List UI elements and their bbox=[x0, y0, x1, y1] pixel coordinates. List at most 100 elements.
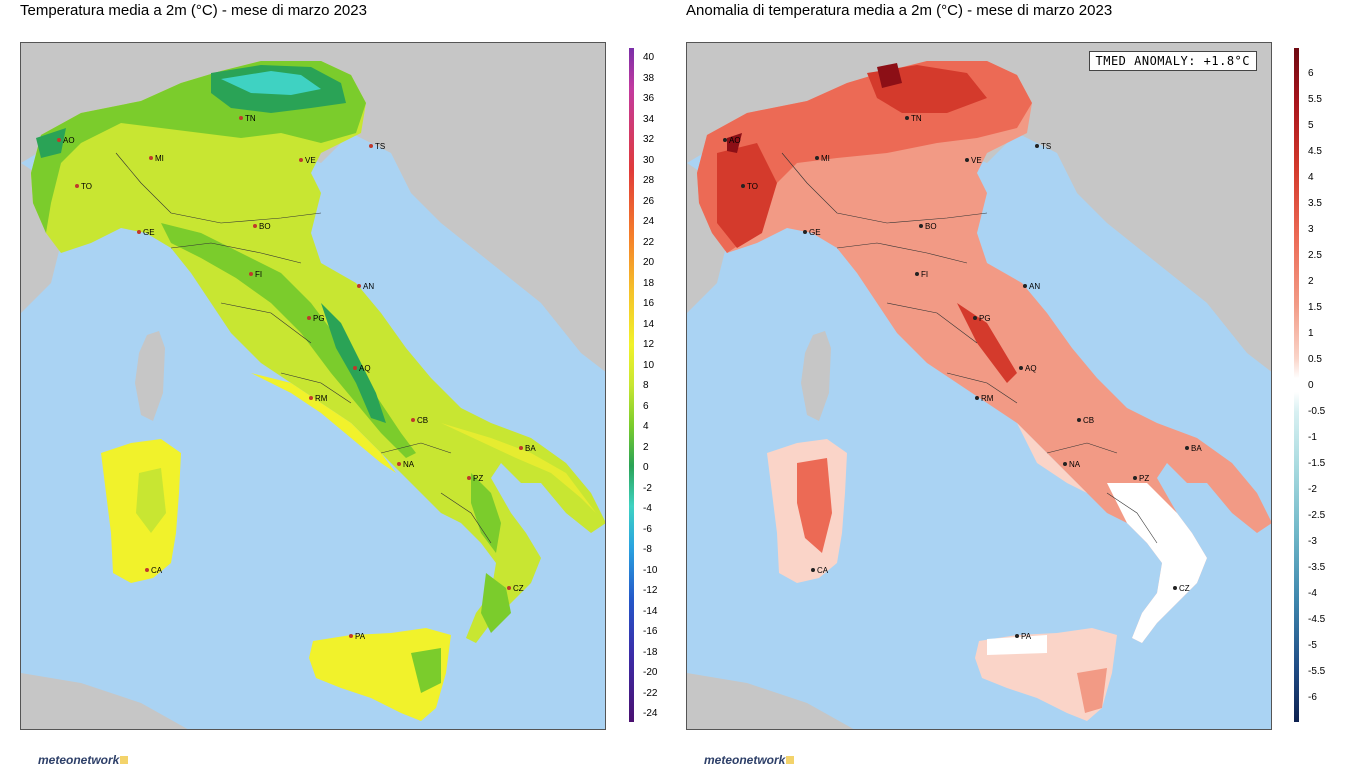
city-label: PG bbox=[307, 315, 325, 323]
colorbar-tick-label: -18 bbox=[643, 646, 658, 658]
colorbar-tick-label: 4 bbox=[1308, 172, 1314, 183]
city-label: BA bbox=[1185, 445, 1202, 453]
colorbar-tick-label: -24 bbox=[643, 708, 658, 719]
city-label: NA bbox=[1063, 461, 1080, 469]
city-label: FI bbox=[915, 271, 928, 279]
colorbar-tick-label: 4 bbox=[643, 421, 649, 432]
colorbar-tick-label: -3 bbox=[1308, 536, 1317, 547]
city-label: PZ bbox=[467, 475, 483, 483]
colorbar-tick-label: 12 bbox=[643, 339, 655, 350]
city-label: TO bbox=[75, 183, 92, 191]
colorbar-tick-label: 5.5 bbox=[1308, 94, 1322, 105]
colorbar-tick-label: 6 bbox=[643, 400, 649, 412]
city-label: BO bbox=[919, 223, 937, 231]
city-label: RM bbox=[309, 395, 327, 403]
colorbar-tick-label: 10 bbox=[643, 359, 655, 371]
city-label: BO bbox=[253, 223, 271, 231]
city-label: CZ bbox=[507, 585, 524, 593]
city-label: FI bbox=[249, 271, 262, 279]
colorbar-tick-label: 16 bbox=[643, 298, 655, 309]
temperature-map-panel: Temperatura media a 2m (°C) - mese di ma… bbox=[0, 0, 670, 770]
city-label: CA bbox=[145, 567, 162, 575]
city-label: CB bbox=[411, 417, 428, 425]
city-label: VE bbox=[299, 157, 316, 165]
colorbar-tick-label: 5 bbox=[1308, 120, 1314, 131]
colorbar-tick-label: -3.5 bbox=[1308, 562, 1326, 573]
colorbar-tick-label: -4.5 bbox=[1308, 614, 1326, 625]
colorbar-tick-label: -4 bbox=[643, 503, 652, 514]
colorbar-tick-label: 2 bbox=[643, 441, 649, 453]
colorbar-tick-label: -10 bbox=[643, 564, 658, 576]
colorbar-tick-label: 32 bbox=[643, 134, 655, 145]
temperature-map: AO TN TS MI VE TO GE BO FI AN PG AQ RM C… bbox=[20, 42, 606, 730]
colorbar-tick-label: -5.5 bbox=[1308, 666, 1326, 677]
colorbar-tick-label: 0 bbox=[1308, 380, 1314, 391]
colorbar-tick-label: -16 bbox=[643, 626, 658, 637]
city-label: PZ bbox=[1133, 475, 1149, 483]
colorbar-tick-label: 6 bbox=[1308, 68, 1314, 79]
colorbar-tick-label: 36 bbox=[643, 93, 655, 104]
colorbar-tick-label: 2 bbox=[1308, 276, 1314, 287]
colorbar-tick-label: 3 bbox=[1308, 224, 1314, 235]
colorbar-tick-label: 2.5 bbox=[1308, 250, 1322, 261]
colorbar-tick-label: 18 bbox=[643, 277, 655, 289]
colorbar-tick-label: 20 bbox=[643, 257, 655, 268]
city-label: TO bbox=[741, 183, 758, 191]
colorbar-tick-label: 24 bbox=[643, 216, 655, 227]
city-label: AO bbox=[723, 137, 741, 145]
colorbar-tick-label: 8 bbox=[643, 380, 649, 391]
city-label: VE bbox=[965, 157, 982, 165]
city-label: TS bbox=[1035, 143, 1051, 151]
colorbar-tick-label: -20 bbox=[643, 667, 658, 678]
city-label: AQ bbox=[353, 365, 371, 373]
colorbar-tick-label: -1.5 bbox=[1308, 458, 1326, 469]
colorbar-tick-label: -14 bbox=[643, 605, 658, 617]
city-label: PA bbox=[1015, 633, 1031, 641]
city-label: AN bbox=[1023, 283, 1040, 291]
anomaly-map: TMED ANOMALY: +1.8°C AO TN TS MI VE TO G… bbox=[686, 42, 1272, 730]
city-label: BA bbox=[519, 445, 536, 453]
city-label: PG bbox=[973, 315, 991, 323]
anomaly-map-panel: Anomalia di temperatura media a 2m (°C) … bbox=[670, 0, 1347, 770]
colorbar-tick-label: 14 bbox=[643, 318, 655, 330]
temperature-map-canvas bbox=[21, 43, 605, 729]
city-label: MI bbox=[815, 155, 830, 163]
city-label: AN bbox=[357, 283, 374, 291]
city-label: CA bbox=[811, 567, 828, 575]
city-label: GE bbox=[803, 229, 821, 237]
city-label: PA bbox=[349, 633, 365, 641]
city-label: GE bbox=[137, 229, 155, 237]
colorbar-tick-label: -8 bbox=[643, 544, 652, 555]
colorbar-tick-label: 1 bbox=[1308, 328, 1314, 339]
colorbar-tick-label: 0.5 bbox=[1308, 354, 1322, 365]
colorbar-tick-label: 34 bbox=[643, 113, 655, 125]
colorbar-tick-label: 0 bbox=[643, 462, 649, 473]
anomaly-map-canvas bbox=[687, 43, 1271, 729]
colorbar-tick-label: 3.5 bbox=[1308, 198, 1322, 209]
meteonetwork-logo: meteonetwork bbox=[38, 753, 129, 767]
colorbar-tick-label: 30 bbox=[643, 154, 655, 166]
anomaly-colorbar bbox=[1294, 48, 1299, 722]
city-label: AO bbox=[57, 137, 75, 145]
colorbar-tick-label: -6 bbox=[643, 523, 652, 535]
colorbar-tick-label: 38 bbox=[643, 72, 655, 84]
city-label: TN bbox=[239, 115, 256, 123]
anomaly-badge: TMED ANOMALY: +1.8°C bbox=[1088, 51, 1257, 71]
colorbar-tick-label: 4.5 bbox=[1308, 146, 1322, 157]
colorbar-tick-label: -4 bbox=[1308, 588, 1317, 599]
colorbar-tick-label: -2 bbox=[1308, 484, 1317, 495]
colorbar-tick-label: 1.5 bbox=[1308, 302, 1322, 313]
colorbar-tick-label: 22 bbox=[643, 236, 655, 248]
colorbar-tick-label: -22 bbox=[643, 687, 658, 699]
colorbar-tick-label: -0.5 bbox=[1308, 406, 1326, 417]
city-label: NA bbox=[397, 461, 414, 469]
city-label: CB bbox=[1077, 417, 1094, 425]
colorbar-tick-label: -2.5 bbox=[1308, 510, 1326, 521]
anomaly-map-title: Anomalia di temperatura media a 2m (°C) … bbox=[686, 2, 1113, 19]
meteonetwork-logo: meteonetwork bbox=[704, 753, 795, 767]
colorbar-tick-label: -12 bbox=[643, 585, 658, 596]
city-label: AQ bbox=[1019, 365, 1037, 373]
colorbar-tick-label: -6 bbox=[1308, 692, 1317, 703]
colorbar-tick-label: 40 bbox=[643, 52, 655, 63]
city-label: CZ bbox=[1173, 585, 1190, 593]
